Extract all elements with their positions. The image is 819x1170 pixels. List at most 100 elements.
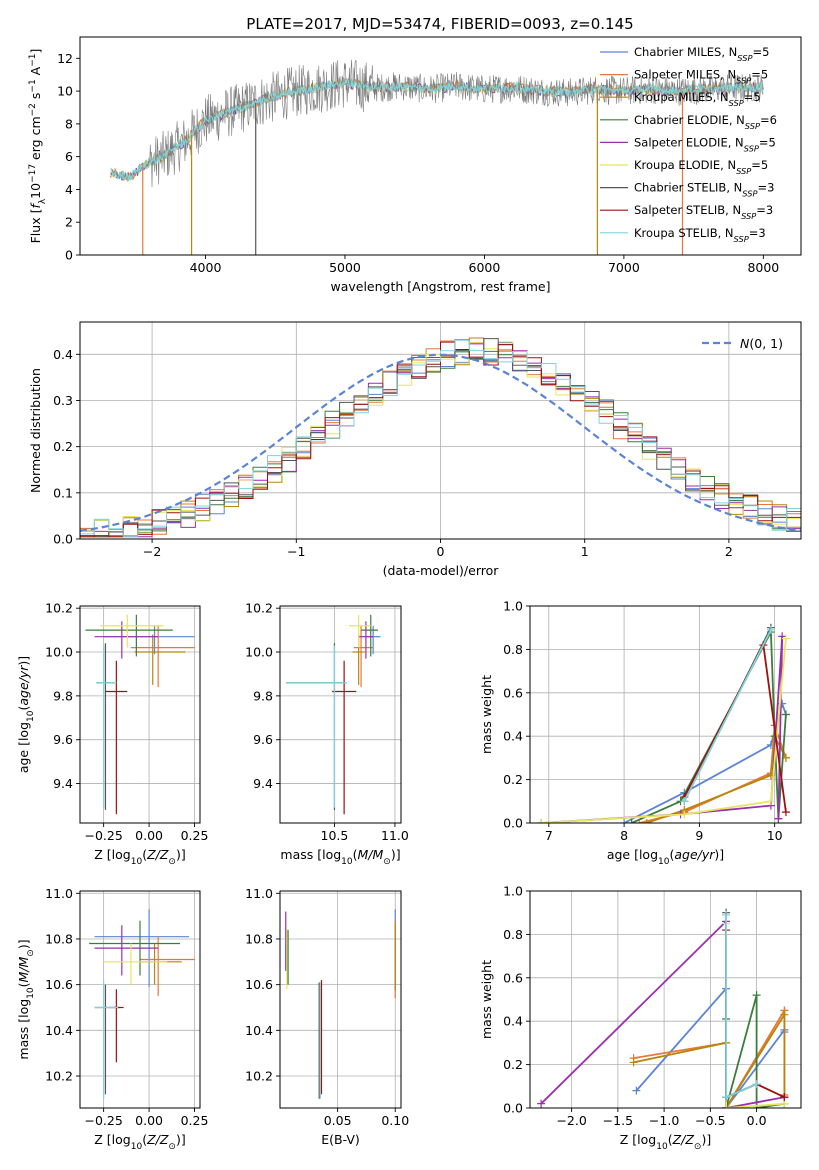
legend-entry: Chabrier ELODIE, NSSP=6 <box>634 113 777 131</box>
plot-area <box>285 909 396 1099</box>
x-tick-label: −0.25 <box>84 828 122 843</box>
x-axis-label: Z [log10(Z/Z⊙)] <box>620 1132 711 1152</box>
weight-marker <box>680 810 689 819</box>
weight-marker <box>680 797 689 806</box>
weight-marker <box>537 1099 546 1108</box>
weight-line-0 <box>623 700 787 823</box>
y-tick-label: 9.6 <box>253 732 273 747</box>
legend-entry: Chabrier MILES, NSSP=5 <box>634 45 769 63</box>
plot-area <box>85 614 195 815</box>
y-tick-label: 10.4 <box>45 1023 73 1038</box>
weight-line-3 <box>631 628 787 823</box>
plot-area <box>80 337 801 538</box>
plot-area <box>537 623 790 823</box>
x-tick-label: 0.05 <box>324 1113 352 1128</box>
x-tick-label: 0.25 <box>181 1113 209 1128</box>
x-tick-label: 7 <box>545 828 553 843</box>
y-tick-label: 9.4 <box>253 776 273 791</box>
panel-weight_vs_Z: −2.0 −1.5 −1.0 −0.5 0.0 0.0 0.2 0.4 0.6 0.8 1.0 Z [… <box>479 884 802 1152</box>
x-tick-label: −2 <box>143 544 161 559</box>
legend-entry: Salpeter ELODIE, NSSP=5 <box>634 135 776 153</box>
y-tick-label: 10.2 <box>45 601 73 616</box>
y-tick-label: 10.2 <box>245 601 273 616</box>
panel-mass_vs_Z: −0.25 0.00 0.25 10.2 10.4 10.6 10.8 11.0 Z [log1… <box>16 886 208 1152</box>
y-tick-label: 0.2 <box>503 772 523 787</box>
x-axis-label: Z [log10(Z/Z⊙)] <box>94 847 185 867</box>
x-tick-label: 4000 <box>190 260 222 275</box>
panel-weight_vs_age: 7 8 9 10 0.0 0.2 0.4 0.6 0.8 1.0 age [log10(age/yr… <box>479 599 802 867</box>
x-tick-label: 0.00 <box>135 1113 163 1128</box>
weight-marker <box>780 1093 789 1102</box>
y-tick-label: 0.4 <box>503 1014 523 1029</box>
y-axis-label: mass weight <box>479 960 494 1039</box>
weight-marker <box>642 819 651 823</box>
y-tick-label: 1.0 <box>503 599 523 614</box>
x-tick-label: 0.00 <box>135 828 163 843</box>
weight-line-5 <box>725 923 785 1108</box>
x-tick-label: 7000 <box>608 260 640 275</box>
plots: 4000 5000 6000 7000 8000024681012wavelength … <box>16 36 802 1152</box>
plot-area <box>537 908 789 1108</box>
weight-marker <box>722 1104 731 1108</box>
weight-marker <box>774 814 783 823</box>
weight-line-2 <box>633 1011 786 1108</box>
legend-entry: Kroupa MILES, NSSP=5 <box>634 90 761 108</box>
weight-line-6 <box>725 912 757 1099</box>
axes-frame <box>79 890 201 1109</box>
y-tick-label: 9.6 <box>53 732 73 747</box>
weight-line-7 <box>725 930 785 1099</box>
panel-residuals: −2 −1 0 1 2 0.0 0.1 0.2 0.3 0.4 (data-model)/error… <box>28 321 802 578</box>
weight-marker <box>780 1010 789 1019</box>
y-tick-label: 9.4 <box>53 776 73 791</box>
y-tick-label: 10.6 <box>245 977 273 992</box>
weight-line-5 <box>541 638 787 823</box>
y-tick-label: 0.0 <box>503 816 523 831</box>
y-tick-label: 0.0 <box>53 532 73 547</box>
x-tick-label: −1.0 <box>649 1113 679 1128</box>
axes-frame <box>279 605 402 824</box>
weight-marker <box>781 710 790 719</box>
x-axis-label: wavelength [Angstrom, rest frame] <box>330 279 550 294</box>
x-tick-label: 11.0 <box>381 828 409 843</box>
histogram-8 <box>80 339 801 538</box>
x-tick-label: 0 <box>437 544 445 559</box>
weight-marker <box>766 625 775 634</box>
y-tick-label: 4 <box>65 182 73 197</box>
y-tick-label: 0.2 <box>53 439 73 454</box>
y-tick-label: 8 <box>65 116 73 131</box>
y-tick-label: 0.8 <box>503 642 523 657</box>
x-tick-label: 2 <box>725 544 733 559</box>
weight-marker <box>620 819 629 823</box>
weight-marker <box>627 819 636 823</box>
weight-marker <box>722 1093 731 1102</box>
x-tick-label: 5000 <box>329 260 361 275</box>
weight-marker <box>632 1086 641 1095</box>
figure-title: PLATE=2017, MJD=53474, FIBERID=0093, z=0… <box>246 15 633 33</box>
weight-marker <box>752 991 761 1000</box>
y-tick-label: 10 <box>57 84 73 99</box>
weight-marker <box>537 819 546 823</box>
y-tick-label: 10.4 <box>245 1023 273 1038</box>
y-tick-label: 10.6 <box>45 977 73 992</box>
x-tick-label: 10 <box>767 828 783 843</box>
y-tick-label: 10.0 <box>245 645 273 660</box>
x-axis-label: E(B-V) <box>321 1132 360 1147</box>
weight-marker <box>781 808 790 817</box>
y-tick-label: 0.0 <box>503 1101 523 1116</box>
panel-mass_vs_ebv: 0.05 0.10 10.2 10.4 10.6 10.8 11.0 E(B-V) <box>245 886 409 1147</box>
normal-curve <box>80 353 801 532</box>
y-tick-label: 11.0 <box>245 886 273 901</box>
x-tick-label: 0.0 <box>747 1113 767 1128</box>
legend-entry: Kroupa ELODIE, NSSP=5 <box>634 158 768 176</box>
y-tick-label: 10.2 <box>245 1069 273 1084</box>
weight-marker <box>752 1080 761 1089</box>
x-tick-label: 10.5 <box>321 828 349 843</box>
weight-line-3 <box>725 994 785 1108</box>
y-axis-label: Flux [fλ10−17 erg cm−2 s−1 A−1] <box>28 49 48 244</box>
y-axis-label: Normed distribution <box>28 368 43 493</box>
x-axis-label: age [log10(age/yr)] <box>607 847 724 867</box>
y-tick-label: 11.0 <box>45 886 73 901</box>
y-tick-label: 0.8 <box>503 927 523 942</box>
weight-marker <box>781 634 790 643</box>
y-axis-label: mass [log10(M/M⊙)] <box>16 939 36 1059</box>
